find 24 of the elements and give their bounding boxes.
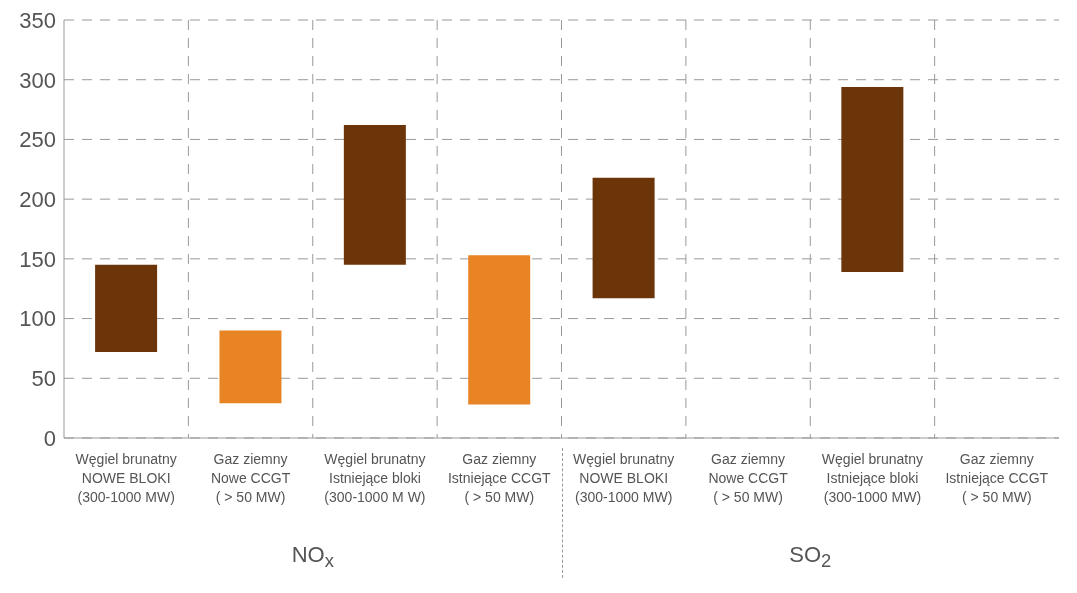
x-tick-label: Gaz ziemny Nowe CCGT ( > 50 MW) <box>210 451 291 505</box>
x-tick-label: Gaz ziemny Istniejące CCGT ( > 50 MW) <box>945 451 1049 505</box>
y-tick-label: 200 <box>19 186 56 212</box>
text: SO$_{2}$ <box>788 542 833 573</box>
bar <box>343 125 406 265</box>
y-tick-label: 0 <box>43 425 56 451</box>
y-tick-label: 350 <box>19 7 56 33</box>
y-tick-label: 100 <box>19 306 56 332</box>
bar <box>592 177 655 299</box>
text: NO$_{x}$ <box>290 542 335 573</box>
y-tick-label: 50 <box>31 366 56 392</box>
y-tick-label: 250 <box>19 127 56 153</box>
y-tick-label: 150 <box>19 246 56 272</box>
x-tick-label: Węgiel brunatny NOWE BLOKI (300-1000 MW) <box>75 451 177 505</box>
x-tick-label: Węgiel brunatny Istniejące bloki (300-1000 MW) <box>821 451 924 505</box>
y-tick-label: 300 <box>19 67 56 93</box>
bar <box>468 255 531 405</box>
bar <box>95 264 158 353</box>
x-tick-label: Gaz ziemny Nowe CCGT ( > 50 MW) <box>708 451 789 505</box>
x-tick-label: Węgiel brunatny NOWE BLOKI (300-1000 MW) <box>573 451 675 505</box>
x-tick-label: Węgiel brunatny Istniejące bloki (300-1000 M W) <box>324 451 426 505</box>
bar <box>219 330 282 404</box>
bar <box>841 86 904 272</box>
x-tick-label: Gaz ziemny Istniejące CCGT ( > 50 MW) <box>447 451 552 505</box>
